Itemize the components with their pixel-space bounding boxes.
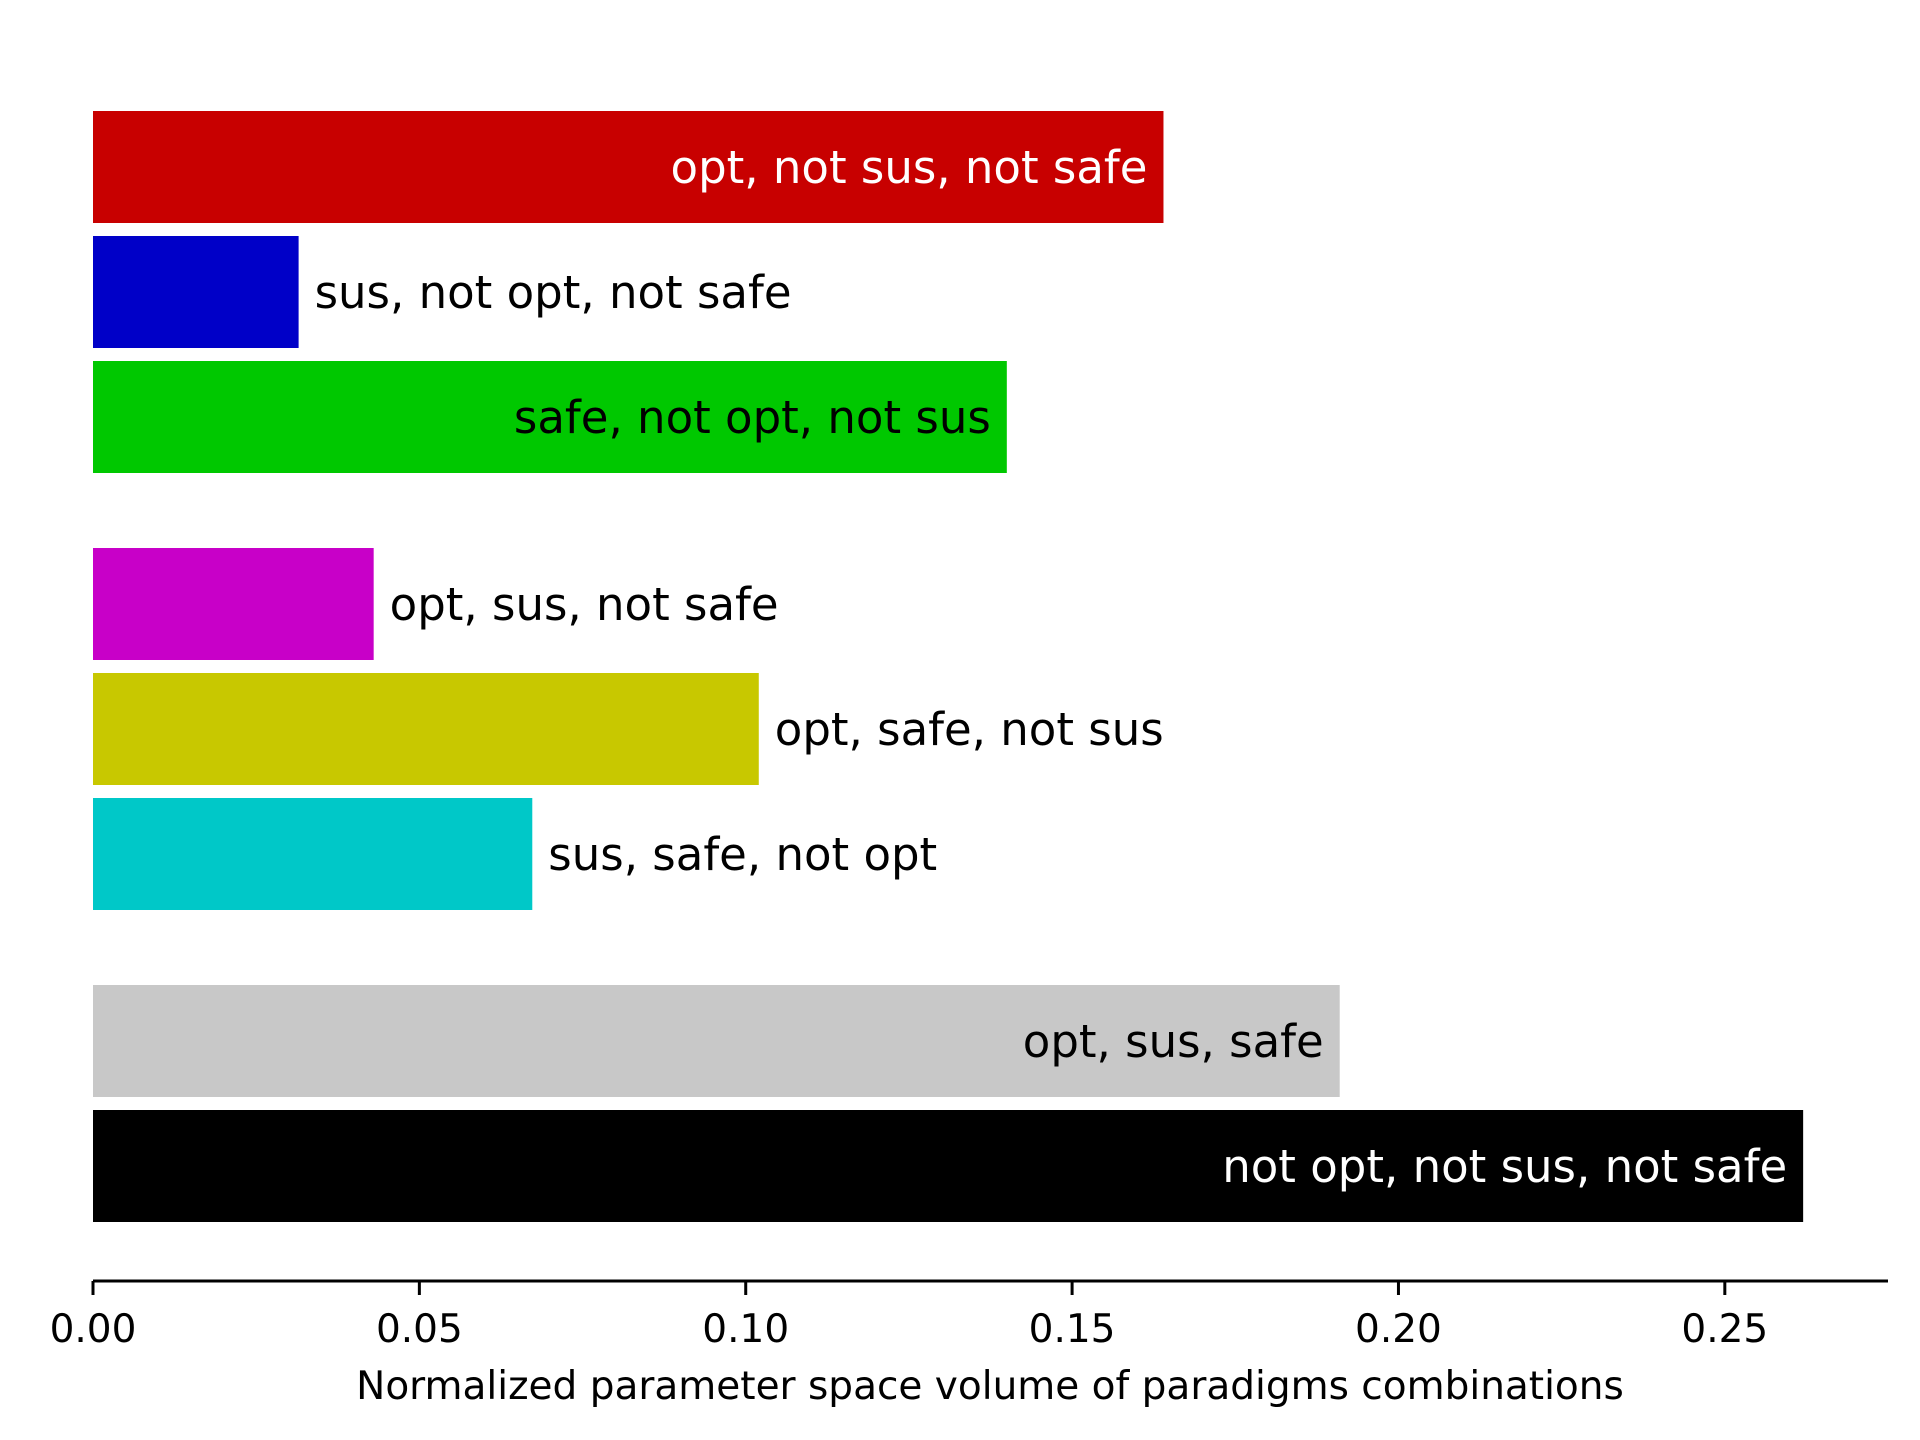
bar-label-4: opt, sus, not safe bbox=[390, 578, 779, 631]
x-tick-label-2: 0.10 bbox=[702, 1307, 789, 1352]
bar-label-8: not opt, not sus, not safe bbox=[1222, 1140, 1787, 1193]
x-tick-label-5: 0.25 bbox=[1681, 1307, 1768, 1352]
bars-group: opt, not sus, not safe sus, not opt, not … bbox=[93, 111, 1804, 1222]
x-tick-label-3: 0.15 bbox=[1029, 1307, 1116, 1352]
bar-label-5: opt, safe, not sus bbox=[775, 703, 1164, 756]
bar-3 bbox=[93, 361, 1007, 473]
x-axis-label: Normalized parameter space volume of par… bbox=[356, 1364, 1624, 1409]
bar-4 bbox=[93, 548, 374, 660]
x-tick-label-4: 0.20 bbox=[1355, 1307, 1442, 1352]
bar-label-1: opt, not sus, not safe bbox=[671, 141, 1148, 194]
x-axis: 0.00 0.05 0.10 0.15 0.20 0.25 bbox=[50, 1279, 1888, 1352]
bar-7 bbox=[93, 985, 1340, 1097]
x-tick-label-1: 0.05 bbox=[376, 1307, 463, 1352]
bar-label-2: sus, not opt, not safe bbox=[315, 266, 792, 319]
bar-label-3: safe, not opt, not sus bbox=[514, 391, 991, 444]
bar-1 bbox=[93, 111, 1164, 223]
bar-2 bbox=[93, 236, 299, 348]
x-tick-label-0: 0.00 bbox=[50, 1307, 137, 1352]
bar-6 bbox=[93, 798, 533, 910]
bar-8 bbox=[93, 1110, 1804, 1222]
bar-5 bbox=[93, 673, 759, 785]
bar-label-6: sus, safe, not opt bbox=[548, 828, 937, 881]
x-ticks: 0.00 0.05 0.10 0.15 0.20 0.25 bbox=[50, 1281, 1768, 1352]
bar-label-7: opt, sus, safe bbox=[1023, 1015, 1324, 1068]
